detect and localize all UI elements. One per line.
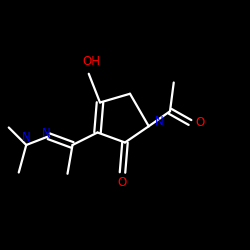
Text: OH: OH xyxy=(82,55,100,68)
Text: O: O xyxy=(196,116,204,129)
Text: N: N xyxy=(154,115,163,128)
Text: N: N xyxy=(42,127,50,140)
Text: O: O xyxy=(118,176,127,189)
Text: N: N xyxy=(22,131,30,144)
